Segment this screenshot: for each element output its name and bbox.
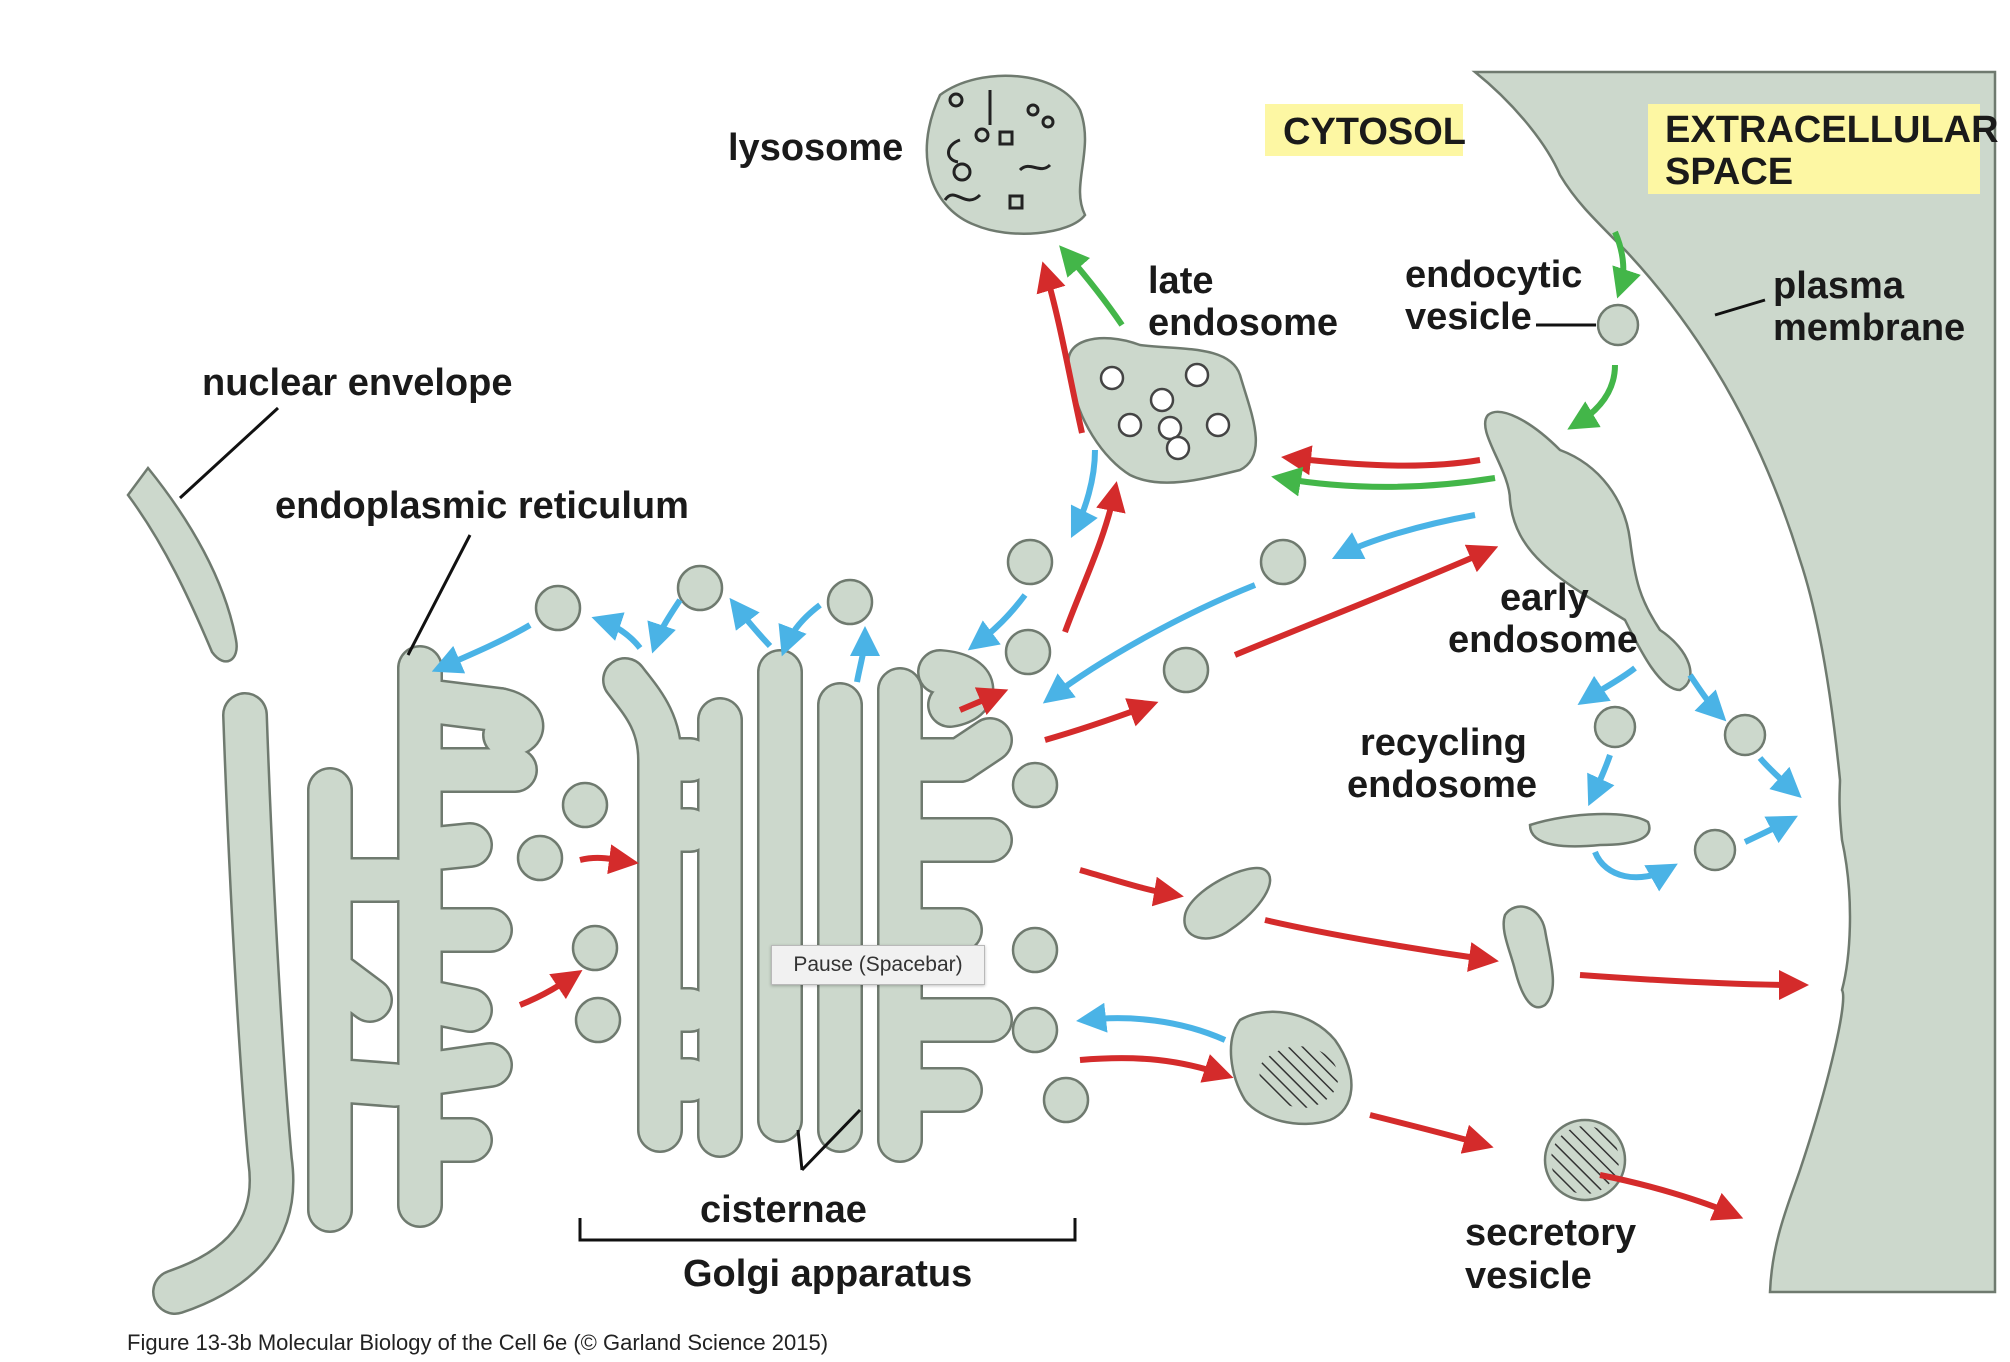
label-secretory-vesicle-2: vesicle: [1465, 1255, 1592, 1297]
extracellular-highlight: [1648, 104, 1980, 194]
lysosome-shape: [925, 74, 1087, 235]
label-extracellular-2: SPACE: [1665, 151, 1793, 193]
transport-vesicles: [516, 538, 1307, 1124]
label-late-endosome-2: endosome: [1148, 302, 1338, 344]
secretory-pathway-shapes: [1183, 866, 1627, 1202]
figure-caption: Figure 13-3b Molecular Biology of the Ce…: [127, 1330, 828, 1355]
endocytic-vesicle-shape: [1596, 303, 1640, 347]
blue-arrows: [431, 449, 1802, 1043]
late-endosome-shape: [1067, 336, 1258, 484]
green-arrows: [1059, 230, 1641, 497]
red-arrows: [518, 261, 1809, 1221]
label-recycling-endosome-1: recycling: [1360, 722, 1527, 764]
label-golgi-apparatus: Golgi apparatus: [683, 1253, 972, 1295]
early-endosome-shape: [1483, 410, 1692, 692]
label-endoplasmic-reticulum: endoplasmic reticulum: [275, 485, 689, 527]
golgi-apparatus-shape: [602, 649, 1013, 1163]
label-recycling-endosome-2: endosome: [1347, 764, 1537, 806]
extracellular-space: [1471, 70, 1997, 1294]
label-nuclear-envelope: nuclear envelope: [202, 362, 512, 404]
label-late-endosome-1: late: [1148, 260, 1213, 302]
leader-lines: [178, 298, 1766, 1242]
cytosol-highlight: [1265, 104, 1463, 156]
endoplasmic-reticulum-shape: [152, 645, 544, 1315]
label-early-endosome-1: early: [1500, 577, 1589, 619]
label-extracellular-1: EXTRACELLULAR: [1665, 109, 1999, 151]
label-plasma-membrane-2: membrane: [1773, 307, 1965, 349]
label-early-endosome-2: endosome: [1448, 619, 1638, 661]
label-lysosome: lysosome: [728, 127, 903, 169]
label-plasma-membrane-1: plasma: [1773, 265, 1905, 307]
label-endocytic-vesicle-1: endocytic: [1405, 254, 1582, 296]
pause-tooltip: Pause (Spacebar): [771, 945, 985, 985]
nuclear-envelope-shape: [126, 465, 238, 663]
label-secretory-vesicle-1: secretory: [1465, 1212, 1636, 1254]
label-cytosol: CYTOSOL: [1283, 111, 1466, 153]
recycling-endosome-shape: [1528, 705, 1767, 872]
label-cisternae: cisternae: [700, 1189, 867, 1231]
label-endocytic-vesicle-2: vesicle: [1405, 296, 1532, 338]
